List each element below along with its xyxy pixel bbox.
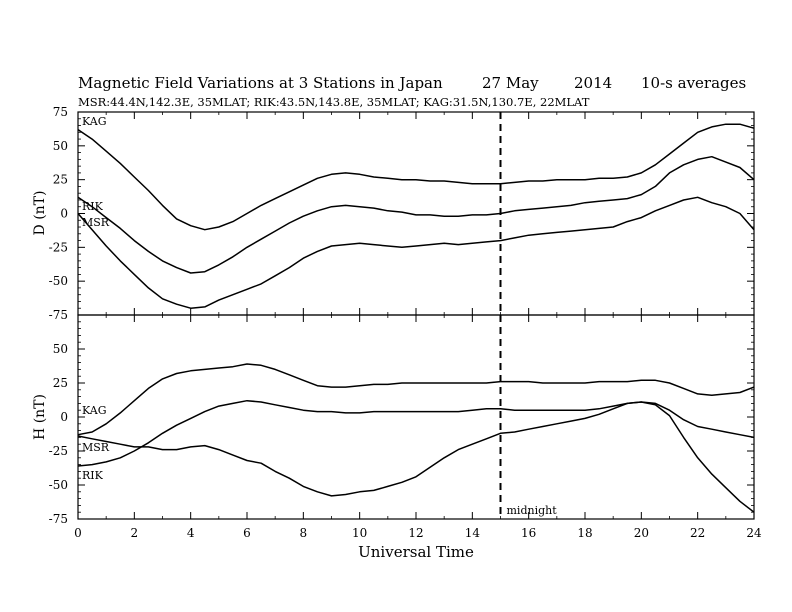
chart-title: Magnetic Field Variations at 3 Stations … [78, 74, 443, 92]
x-axis-label: Universal Time [358, 543, 474, 561]
h-series-label-msr: MSR [82, 441, 110, 454]
d-ytick-label: 75 [53, 105, 68, 119]
d-ytick-label: -25 [49, 240, 68, 254]
h-axis-label: H (nT) [32, 394, 48, 440]
h-series-kag [77, 363, 755, 436]
d-ytick-label: 0 [60, 207, 68, 221]
xtick-label: 22 [690, 526, 705, 540]
d-series-label-kag: KAG [82, 115, 107, 128]
xtick-label: 4 [187, 526, 195, 540]
d-panel: -75 -50 -25 0 25 50 75 KAG RIK MSR [49, 105, 755, 322]
xtick-label: 2 [131, 526, 139, 540]
station-info: MSR:44.4N,142.3E, 35MLAT; RIK:43.5N,143.… [78, 95, 590, 109]
d-panel-frame [77, 111, 755, 316]
midnight-annotation: midnight [507, 504, 558, 517]
xtick-label: 10 [352, 526, 367, 540]
chart-averaging: 10-s averages [641, 74, 746, 92]
d-series-rik [77, 155, 755, 274]
h-series-label-kag: KAG [82, 404, 107, 417]
d-series-label-msr: MSR [82, 216, 110, 229]
d-axis-label: D (nT) [32, 191, 48, 236]
d-ytick-label: 25 [53, 173, 68, 187]
h-series-msr [77, 399, 755, 467]
xtick-label: 14 [465, 526, 481, 540]
d-series-msr [77, 196, 755, 309]
chart-year: 2014 [574, 74, 612, 92]
xtick-label: 0 [74, 526, 82, 540]
d-ytick-label: 50 [53, 139, 68, 153]
xtick-label: 20 [634, 526, 649, 540]
chart-date: 27 May [482, 74, 539, 92]
xtick-label: 12 [408, 526, 423, 540]
h-ytick-label: -75 [49, 512, 68, 526]
h-series-rik [77, 401, 755, 513]
h-panel-frame [77, 314, 755, 520]
d-ytick-label: -75 [49, 308, 68, 322]
h-ytick-label: -50 [49, 478, 68, 492]
h-ytick-label: 0 [60, 410, 68, 424]
d-ytick-label: -50 [49, 274, 68, 288]
h-series-label-rik: RIK [82, 469, 104, 482]
h-ytick-label: -25 [49, 444, 68, 458]
d-series-kag [77, 123, 755, 231]
xtick-label: 16 [521, 526, 536, 540]
h-ytick-label: 50 [53, 342, 68, 356]
d-series-label-rik: RIK [82, 200, 104, 213]
xtick-label: 6 [243, 526, 251, 540]
xtick-label: 18 [577, 526, 592, 540]
xtick-label: 8 [300, 526, 308, 540]
xtick-label: 24 [746, 526, 762, 540]
h-ytick-label: 25 [53, 376, 68, 390]
